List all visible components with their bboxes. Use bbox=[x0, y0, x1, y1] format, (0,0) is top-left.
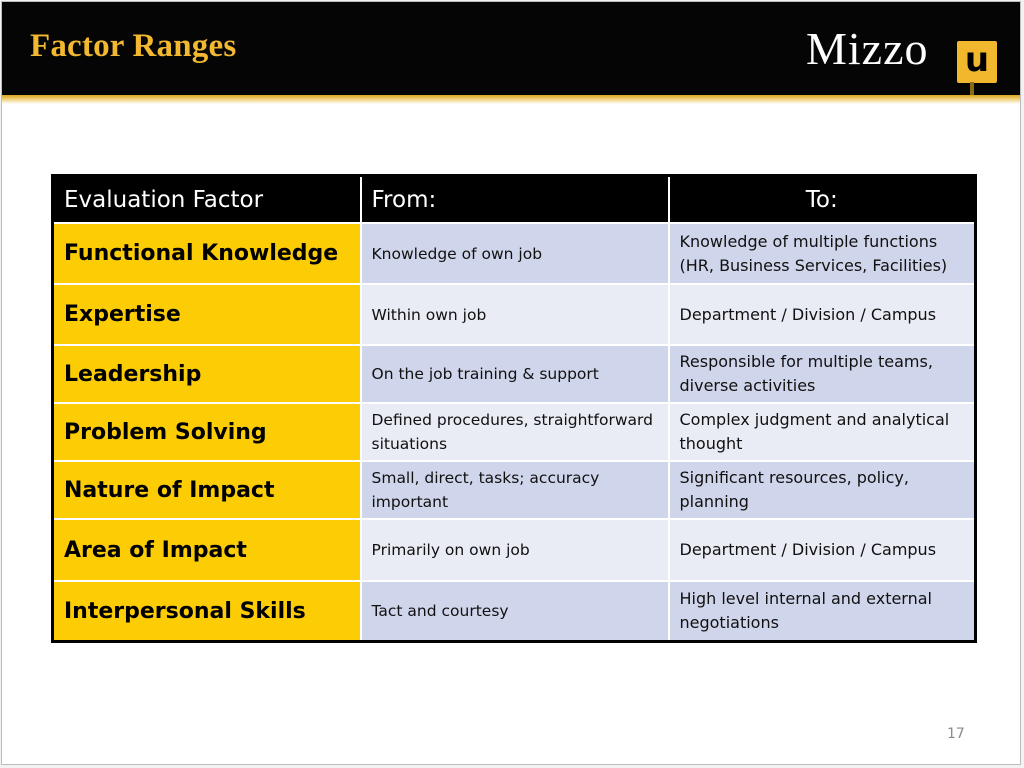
table-row: Problem Solving Defined procedures, stra… bbox=[51, 402, 977, 463]
table-row: Area of Impact Primarily on own job Depa… bbox=[51, 518, 977, 583]
from-value: Defined procedures, straightforward situ… bbox=[359, 402, 670, 463]
header-from: From: bbox=[359, 174, 670, 224]
to-value: Complex judgment and analytical thought bbox=[667, 402, 977, 463]
from-value: Within own job bbox=[359, 283, 670, 347]
from-value: On the job training & support bbox=[359, 344, 670, 405]
to-value: Department / Division / Campus bbox=[667, 518, 977, 583]
page-number: 17 bbox=[947, 726, 965, 742]
table-row: Nature of Impact Small, direct, tasks; a… bbox=[51, 460, 977, 521]
factor-name: Expertise bbox=[51, 283, 362, 347]
from-value: Primarily on own job bbox=[359, 518, 670, 583]
header-bar: Factor Ranges Mizzo u bbox=[2, 2, 1020, 100]
logo-text: Mizzo bbox=[806, 23, 929, 74]
factor-name: Area of Impact bbox=[51, 518, 362, 583]
factor-name: Functional Knowledge bbox=[51, 221, 362, 286]
header-to: To: bbox=[667, 174, 977, 224]
table-row: Interpersonal Skills Tact and courtesy H… bbox=[51, 580, 977, 643]
factor-name: Leadership bbox=[51, 344, 362, 405]
to-value: Significant resources, policy, planning bbox=[667, 460, 977, 521]
table-row: Expertise Within own job Department / Di… bbox=[51, 283, 977, 347]
slide-title: Factor Ranges bbox=[30, 28, 237, 64]
factor-ranges-table: Evaluation Factor From: To: Functional K… bbox=[51, 174, 977, 643]
table-row: Leadership On the job training & support… bbox=[51, 344, 977, 405]
header-gold-strip bbox=[2, 95, 1020, 104]
table-row: Functional Knowledge Knowledge of own jo… bbox=[51, 221, 977, 286]
factor-name: Nature of Impact bbox=[51, 460, 362, 521]
to-value: Knowledge of multiple functions (HR, Bus… bbox=[667, 221, 977, 286]
from-value: Knowledge of own job bbox=[359, 221, 670, 286]
factor-name: Interpersonal Skills bbox=[51, 580, 362, 643]
from-value: Tact and courtesy bbox=[359, 580, 670, 643]
from-value: Small, direct, tasks; accuracy important bbox=[359, 460, 670, 521]
factor-name: Problem Solving bbox=[51, 402, 362, 463]
logo-sign-post bbox=[970, 82, 974, 100]
header-evaluation-factor: Evaluation Factor bbox=[51, 174, 362, 224]
to-value: High level internal and external negotia… bbox=[667, 580, 977, 643]
mizzou-logo: Mizzo u bbox=[806, 26, 1006, 100]
table-header-row: Evaluation Factor From: To: bbox=[51, 174, 977, 224]
to-value: Department / Division / Campus bbox=[667, 283, 977, 347]
logo-badge: u bbox=[957, 41, 997, 83]
to-value: Responsible for multiple teams, diverse … bbox=[667, 344, 977, 405]
